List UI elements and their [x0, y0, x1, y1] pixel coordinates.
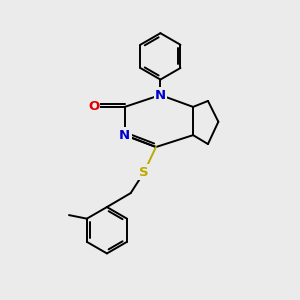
- Text: N: N: [119, 129, 130, 142]
- Text: S: S: [139, 166, 149, 179]
- Text: O: O: [88, 100, 99, 113]
- Text: N: N: [155, 88, 166, 101]
